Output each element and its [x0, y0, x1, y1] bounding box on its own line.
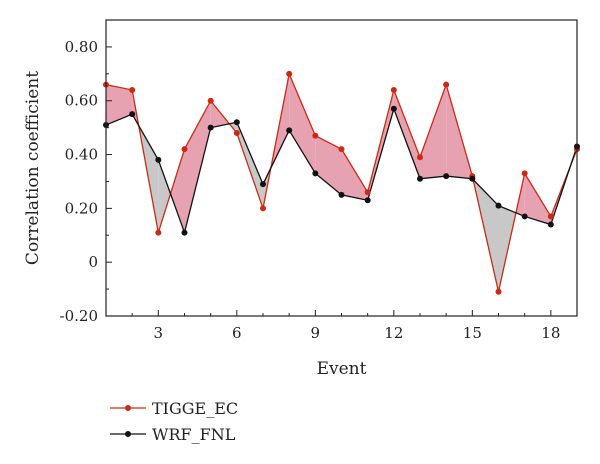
difference-fill-1	[106, 84, 133, 125]
data-point-tigge-ec-13	[417, 154, 423, 161]
data-point-wrf-fnl-2	[129, 111, 136, 118]
legend-label-wrf-fnl: WRF_FNL	[152, 425, 236, 444]
data-point-tigge-ec-16	[495, 288, 502, 295]
data-point-wrf-fnl-5	[207, 124, 214, 131]
data-point-tigge-ec-3	[155, 229, 162, 236]
data-point-tigge-ec-5	[207, 97, 214, 104]
data-point-wrf-fnl-11	[364, 197, 371, 204]
data-point-tigge-ec-6	[233, 130, 240, 137]
data-point-tigge-ec-9	[312, 132, 319, 139]
y-axis-title: Correlation coefficient	[23, 71, 43, 265]
data-point-tigge-ec-14	[443, 81, 450, 88]
x-tick-label: 3	[154, 324, 164, 342]
difference-fill-10	[341, 149, 368, 201]
difference-fill-9	[315, 135, 342, 195]
x-tick-label: 12	[384, 324, 403, 342]
data-point-wrf-fnl-8	[286, 127, 293, 134]
data-point-tigge-ec-17	[521, 170, 528, 177]
x-tick-label: 6	[232, 324, 242, 342]
data-point-tigge-ec-11	[364, 189, 371, 196]
data-point-tigge-ec-18	[547, 213, 554, 220]
difference-fill-4	[184, 100, 211, 233]
data-point-wrf-fnl-17	[521, 213, 528, 220]
data-point-wrf-fnl-6	[233, 119, 240, 126]
data-point-wrf-fnl-7	[260, 181, 266, 188]
difference-fill-13	[420, 84, 447, 179]
legend-label-tigge-ec: TIGGE_EC	[152, 399, 238, 418]
data-point-wrf-fnl-10	[338, 191, 345, 198]
series-points	[103, 70, 580, 295]
y-tick-label: 0.80	[65, 38, 98, 56]
x-tick-label: 9	[311, 324, 321, 342]
data-point-wrf-fnl-15	[469, 175, 476, 182]
y-tick-label: 0.20	[65, 199, 98, 217]
difference-fill-8	[289, 73, 316, 174]
data-point-wrf-fnl-16	[495, 202, 502, 209]
difference-fill-3b	[170, 149, 185, 233]
y-tick-label: 0	[88, 253, 98, 271]
data-point-tigge-ec-12	[390, 86, 397, 93]
x-tick-label: 18	[541, 324, 560, 342]
difference-fill-3a	[158, 159, 171, 233]
data-point-wrf-fnl-4	[181, 229, 188, 236]
legend: TIGGE_EC WRF_FNL	[110, 399, 238, 444]
data-point-wrf-fnl-18	[547, 221, 554, 228]
y-tick-label: 0.40	[65, 146, 98, 164]
y-tick-label: 0.60	[65, 92, 98, 110]
data-point-tigge-ec-2	[129, 86, 136, 93]
difference-fill-12	[393, 89, 420, 179]
legend-marker-tigge-ec	[125, 405, 131, 411]
difference-fill-6	[236, 122, 263, 209]
y-tick-label: -0.20	[60, 307, 98, 325]
y-axis-ticks: -0.20 0 0.20 0.40 0.60 0.80	[60, 19, 112, 325]
data-point-wrf-fnl-13	[417, 175, 423, 182]
data-point-tigge-ec-8	[286, 70, 293, 77]
data-point-wrf-fnl-14	[443, 173, 450, 180]
data-point-wrf-fnl-9	[312, 170, 319, 177]
data-point-wrf-fnl-3	[155, 156, 162, 163]
legend-marker-wrf-fnl	[125, 431, 131, 437]
data-point-tigge-ec-7	[260, 205, 266, 212]
x-axis-title: Event	[317, 359, 367, 379]
difference-fill-17	[524, 173, 551, 225]
data-point-tigge-ec-10	[338, 146, 345, 153]
x-tick-label: 15	[463, 324, 482, 342]
x-axis-ticks: 3 6 9 12 15 18	[105, 310, 578, 342]
data-point-wrf-fnl-12	[390, 105, 397, 112]
difference-fills	[106, 73, 577, 292]
data-point-tigge-ec-4	[181, 146, 188, 153]
